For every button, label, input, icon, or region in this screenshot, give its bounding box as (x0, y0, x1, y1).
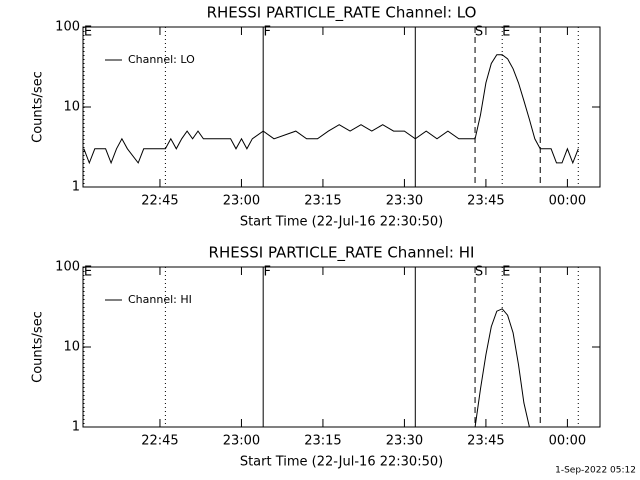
x-tick-label: 23:00 (223, 194, 260, 209)
y-tick-label: 10 (63, 100, 80, 115)
event-label: F (263, 265, 270, 280)
y-tick-label: 1 (72, 180, 80, 195)
x-tick-label: 00:00 (549, 434, 586, 449)
x-tick-label: 23:15 (304, 434, 341, 449)
y-tick-label: 100 (55, 260, 80, 275)
y-axis-label: Counts/sec (31, 311, 46, 383)
x-tick-label: 23:45 (467, 194, 504, 209)
y-tick-label: 10 (63, 340, 80, 355)
event-label: S (475, 25, 483, 40)
x-tick-label: 23:30 (386, 194, 423, 209)
data-line (83, 54, 579, 165)
x-axis-label: Start Time (22-Jul-16 22:30:50) (240, 455, 443, 470)
event-label: E (84, 265, 92, 280)
x-tick-label: 22:45 (141, 434, 178, 449)
data-line (474, 308, 530, 427)
y-axis-label: Counts/sec (31, 71, 46, 143)
x-tick-label: 22:45 (141, 194, 178, 209)
event-label: E (84, 25, 92, 40)
x-axis-label: Start Time (22-Jul-16 22:30:50) (240, 215, 443, 230)
timestamp: 1-Sep-2022 05:12 (555, 466, 636, 476)
plot-frame (82, 26, 601, 188)
x-tick-label: 23:30 (386, 434, 423, 449)
x-tick-label: 00:00 (549, 194, 586, 209)
x-tick-label: 23:15 (304, 194, 341, 209)
chart-title: RHESSI PARTICLE_RATE Channel: LO (207, 4, 477, 23)
y-tick-label: 100 (55, 20, 80, 35)
event-label: E (502, 265, 510, 280)
event-label: E (502, 25, 510, 40)
y-tick-label: 1 (72, 420, 80, 435)
event-label: F (263, 25, 270, 40)
event-label: S (475, 265, 483, 280)
x-tick-label: 23:45 (467, 434, 504, 449)
legend-label: Channel: LO (128, 53, 195, 66)
x-tick-label: 23:00 (223, 434, 260, 449)
plot-frame (82, 266, 601, 428)
legend-label: Channel: HI (128, 293, 192, 306)
chart-title: RHESSI PARTICLE_RATE Channel: HI (209, 244, 475, 263)
